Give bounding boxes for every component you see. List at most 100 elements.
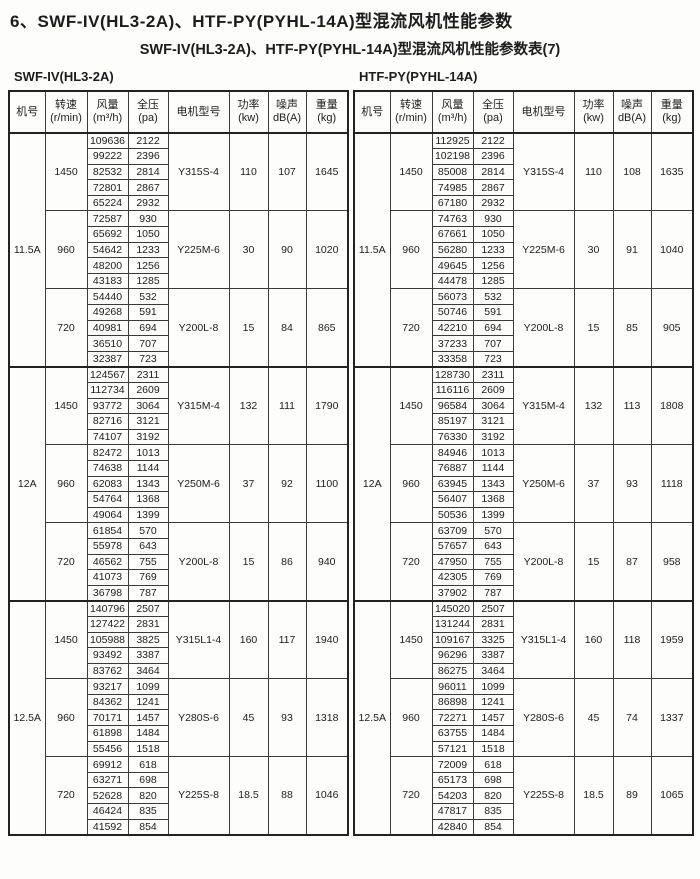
model-cell: 11.5A bbox=[8, 132, 46, 368]
flow-cell: 83762 bbox=[86, 662, 129, 680]
flow-cell: 50536 bbox=[431, 506, 474, 524]
noise-cell: 111 bbox=[267, 365, 307, 446]
flow-cell: 74763 bbox=[431, 210, 474, 228]
noise-cell: 92 bbox=[267, 444, 307, 524]
weight-cell: 865 bbox=[305, 288, 349, 368]
noise-cell: 86 bbox=[267, 522, 307, 602]
rpm-cell: 1450 bbox=[389, 599, 433, 680]
table-row: 72271 1457 bbox=[354, 709, 693, 727]
rpm-cell: 720 bbox=[44, 756, 88, 836]
page-subtitle: SWF-IV(HL3-2A)、HTF-PY(PYHL-14A)型混流风机性能参数… bbox=[139, 42, 561, 58]
pressure-cell: 2507 bbox=[472, 599, 514, 617]
flow-cell: 86898 bbox=[431, 693, 474, 711]
rpm-cell: 720 bbox=[389, 756, 433, 836]
column-header-weight: 重量 (kg) bbox=[650, 90, 694, 134]
flow-cell: 61854 bbox=[86, 522, 129, 539]
noise-cell: 113 bbox=[612, 365, 652, 446]
table-row: 82716 3121 bbox=[9, 413, 348, 430]
pressure-cell: 591 bbox=[127, 304, 169, 321]
flow-cell: 57121 bbox=[431, 740, 474, 758]
table-row: 82532 2814 bbox=[9, 163, 348, 181]
pressure-cell: 2122 bbox=[127, 132, 169, 150]
pressure-cell: 755 bbox=[127, 553, 169, 571]
flow-cell: 76330 bbox=[431, 428, 474, 446]
pressure-cell: 1013 bbox=[127, 444, 169, 461]
flow-cell: 33358 bbox=[431, 350, 474, 368]
table-row: 32387 723 bbox=[9, 350, 348, 368]
power-cell: 45 bbox=[573, 678, 614, 758]
header-row: 机号 转速 (r/min) 风量 (m³/h) 全压 (pa) 电机型号 功率 (kw) 噪声 dB(… bbox=[8, 90, 349, 134]
weight-cell: 1790 bbox=[305, 365, 349, 446]
table-row: 46424 835 bbox=[9, 803, 348, 820]
table-row: 720 61854 570 Y200L-8 15 86 940 bbox=[9, 522, 349, 602]
pressure-cell: 1285 bbox=[472, 272, 514, 290]
power-cell: 15 bbox=[228, 522, 269, 602]
flow-cell: 84946 bbox=[431, 444, 474, 461]
pressure-cell: 1099 bbox=[472, 678, 514, 695]
flow-cell: 96011 bbox=[431, 678, 474, 695]
pressure-cell: 1233 bbox=[127, 241, 169, 259]
weight-cell: 958 bbox=[650, 522, 694, 602]
flow-cell: 42210 bbox=[431, 319, 474, 337]
table-row: 49064 1399 bbox=[9, 506, 348, 524]
rpm-cell: 960 bbox=[389, 444, 433, 524]
model-cell: 12.5A bbox=[353, 599, 391, 836]
motor-cell: Y315L1-4 bbox=[167, 599, 230, 680]
flow-cell: 56407 bbox=[431, 491, 474, 508]
noise-cell: 107 bbox=[267, 132, 307, 212]
column-header-motor: 电机型号 bbox=[167, 90, 230, 134]
pressure-cell: 3121 bbox=[127, 413, 169, 430]
pressure-cell: 787 bbox=[127, 584, 169, 602]
pressure-cell: 1050 bbox=[472, 226, 514, 243]
table-row: 960 96011 1099 Y280S-6 45 74 1337 bbox=[354, 678, 694, 758]
flow-cell: 52628 bbox=[86, 787, 129, 805]
pressure-cell: 2867 bbox=[127, 179, 169, 196]
pressure-cell: 1399 bbox=[472, 506, 514, 524]
htf-performance-table: 机号 转速 (r/min) 风量 (m³/h) 全压 (pa) 电机型号 功率 (kw) 噪声 dB(… bbox=[353, 90, 694, 836]
table-row: 85008 2814 bbox=[354, 163, 693, 181]
rpm-cell: 720 bbox=[389, 522, 433, 602]
noise-cell: 93 bbox=[267, 678, 307, 758]
flow-cell: 44478 bbox=[431, 272, 474, 290]
pressure-cell: 2814 bbox=[127, 163, 169, 181]
pressure-cell: 2814 bbox=[472, 163, 514, 181]
pressure-cell: 643 bbox=[127, 537, 169, 555]
noise-cell: 93 bbox=[612, 444, 652, 524]
table-row: 12.5A 1450 145020 2507 Y315L1-4 160 118 1959 bbox=[353, 599, 694, 836]
pressure-cell: 1518 bbox=[472, 740, 514, 758]
pressure-cell: 3121 bbox=[472, 413, 514, 430]
table-row: 74985 2867 bbox=[354, 179, 693, 196]
table-row: 720 72009 618 Y225S-8 18.5 89 1065 bbox=[354, 756, 694, 836]
pressure-cell: 820 bbox=[472, 787, 514, 805]
flow-cell: 37902 bbox=[431, 584, 474, 602]
column-header-flow: 风量 (m³/h) bbox=[86, 90, 129, 134]
table-row: 76887 1144 bbox=[354, 459, 693, 477]
table-row: 57657 643 bbox=[354, 537, 693, 555]
noise-cell: 85 bbox=[612, 288, 652, 368]
pressure-cell: 835 bbox=[127, 803, 169, 820]
flow-cell: 42305 bbox=[431, 569, 474, 586]
rpm-cell: 960 bbox=[389, 678, 433, 758]
pressure-cell: 1368 bbox=[127, 491, 169, 508]
pressure-cell: 532 bbox=[472, 288, 514, 306]
table-row: 12.5A 1450 140796 2507 Y315L1-4 160 117 1940 bbox=[8, 599, 349, 836]
noise-cell: 87 bbox=[612, 522, 652, 602]
noise-cell: 117 bbox=[267, 599, 307, 680]
noise-cell: 74 bbox=[612, 678, 652, 758]
pressure-cell: 1399 bbox=[127, 506, 169, 524]
model-cell: 12A bbox=[353, 365, 391, 602]
table-row: 96296 3387 bbox=[354, 647, 693, 664]
flow-cell: 65692 bbox=[86, 226, 129, 243]
table-row: 83762 3464 bbox=[9, 662, 348, 680]
noise-cell: 108 bbox=[612, 132, 652, 212]
pressure-cell: 707 bbox=[472, 335, 514, 352]
flow-cell: 50746 bbox=[431, 304, 474, 321]
pressure-cell: 3192 bbox=[472, 428, 514, 446]
table-row: 720 56073 532 Y200L-8 15 85 905 bbox=[354, 288, 694, 368]
flow-cell: 41073 bbox=[86, 569, 129, 586]
flow-cell: 55456 bbox=[86, 740, 129, 758]
table-row: 33358 723 bbox=[354, 350, 693, 368]
flow-cell: 74107 bbox=[86, 428, 129, 446]
flow-cell: 41592 bbox=[86, 818, 129, 836]
pressure-cell: 570 bbox=[127, 522, 169, 539]
